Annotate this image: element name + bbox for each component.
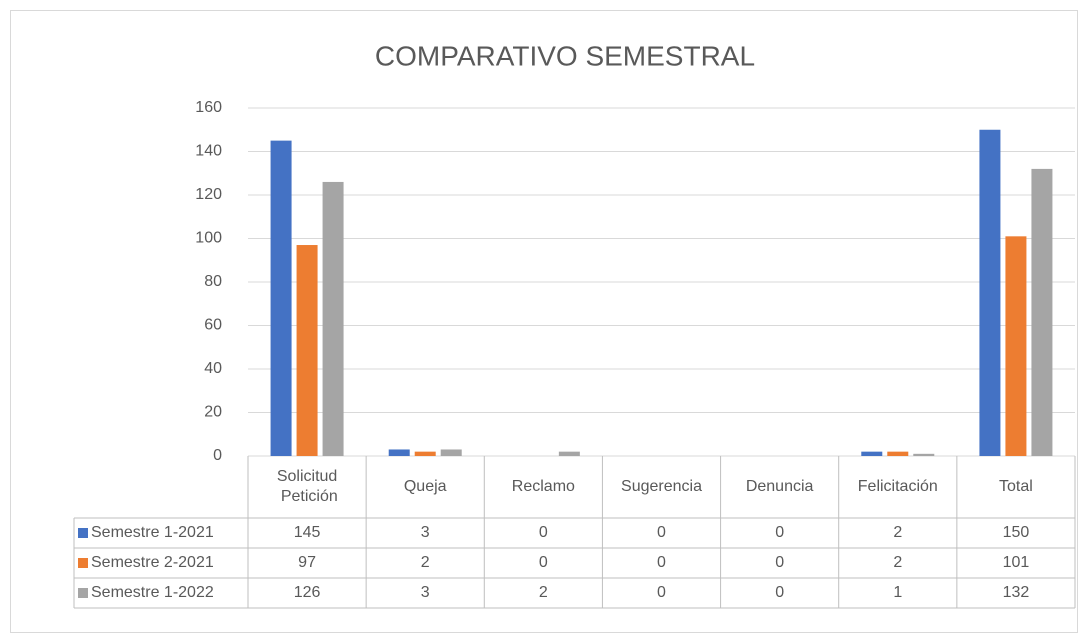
bar xyxy=(913,453,935,456)
x-tick-label-line: Solicitud xyxy=(277,468,337,485)
x-tick-label: Reclamo xyxy=(512,478,575,495)
legend-key xyxy=(78,558,88,568)
table-value: 1 xyxy=(893,584,902,601)
y-tick-label: 100 xyxy=(195,230,222,247)
bar xyxy=(558,451,580,456)
x-tick-label: Queja xyxy=(404,478,447,495)
table-value: 2 xyxy=(539,584,548,601)
table-value: 2 xyxy=(893,554,902,571)
bar xyxy=(887,451,909,456)
x-tick-label: Total xyxy=(999,478,1033,495)
legend-key xyxy=(78,528,88,538)
bar xyxy=(440,449,462,456)
table-value: 97 xyxy=(298,554,316,571)
x-tick-label: Sugerencia xyxy=(621,478,702,495)
x-tick-label: Solicitud Petición xyxy=(276,468,337,505)
table-value: 2 xyxy=(893,524,902,541)
table-value: 0 xyxy=(657,554,666,571)
chart-title: COMPARATIVO SEMESTRAL xyxy=(375,40,755,71)
table-value: 101 xyxy=(1003,554,1030,571)
bar xyxy=(322,181,344,456)
x-tick-label-line: Petición xyxy=(276,488,337,505)
y-tick-label: 160 xyxy=(195,99,222,116)
legend-key xyxy=(78,588,88,598)
table-value: 3 xyxy=(421,584,430,601)
x-tick-label: Felicitación xyxy=(858,478,938,495)
bar xyxy=(861,451,883,456)
table-value: 0 xyxy=(657,584,666,601)
y-tick-label: 80 xyxy=(204,273,222,290)
legend-label: Semestre 2-2021 xyxy=(91,554,214,571)
table-value: 0 xyxy=(775,524,784,541)
table-value: 0 xyxy=(775,584,784,601)
table-value: 0 xyxy=(657,524,666,541)
table-value: 3 xyxy=(421,524,430,541)
table-value: 145 xyxy=(294,524,321,541)
bar xyxy=(979,129,1001,456)
table-value: 0 xyxy=(539,554,548,571)
table-value: 0 xyxy=(775,554,784,571)
y-tick-label: 60 xyxy=(204,317,222,334)
table-value: 126 xyxy=(294,584,321,601)
legend-label: Semestre 1-2021 xyxy=(91,524,214,541)
bar xyxy=(1005,236,1027,456)
bar xyxy=(414,451,436,456)
y-tick-label: 20 xyxy=(204,404,222,421)
table-value: 150 xyxy=(1003,524,1030,541)
bar xyxy=(270,140,292,456)
legend-label: Semestre 1-2022 xyxy=(91,584,214,601)
table-value: 132 xyxy=(1003,584,1030,601)
y-tick-label: 0 xyxy=(213,447,222,464)
bar xyxy=(1031,168,1053,456)
table-value: 2 xyxy=(421,554,430,571)
bar xyxy=(296,245,318,456)
bar xyxy=(388,449,410,456)
y-tick-label: 120 xyxy=(195,186,222,203)
x-tick-label: Denuncia xyxy=(746,478,814,495)
chart-border xyxy=(10,10,1078,633)
y-tick-label: 140 xyxy=(195,143,222,160)
table-value: 0 xyxy=(539,524,548,541)
y-tick-label: 40 xyxy=(204,360,222,377)
